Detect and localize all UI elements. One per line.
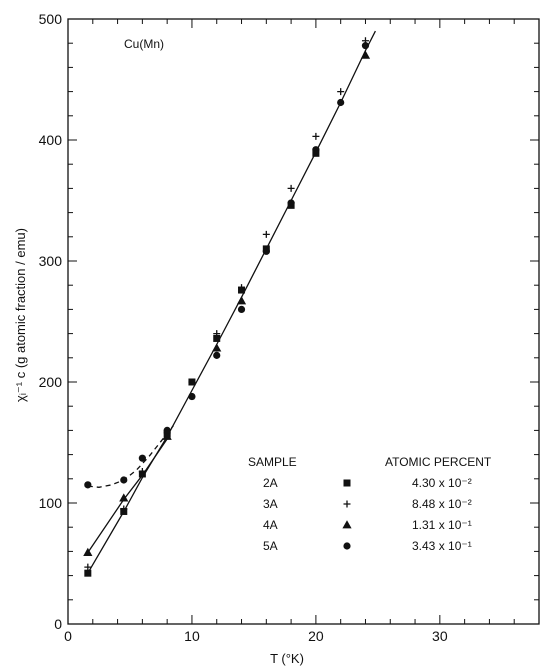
data-point-4a <box>360 50 371 59</box>
data-point-5a <box>237 305 246 313</box>
y-tick-label: 500 <box>39 11 63 27</box>
legend-percent-3a: 8.48 x 10⁻² <box>412 497 472 511</box>
legend-marker-3a <box>343 500 351 508</box>
y-tick-label: 400 <box>39 132 63 148</box>
legend-sample-5a: 5A <box>263 539 278 553</box>
x-tick-label: 30 <box>432 628 448 644</box>
legend: SAMPLE ATOMIC PERCENT 2A 4.30 x 10⁻² 3A 8.4… <box>248 455 492 553</box>
data-point-4a <box>119 493 129 502</box>
y-tick-label: 100 <box>39 495 63 511</box>
data-point-3a <box>287 184 295 192</box>
data-point-4a <box>236 296 247 305</box>
fit-curve-line <box>87 438 168 553</box>
legend-marker-5a <box>343 542 351 550</box>
data-point-4a <box>212 343 222 352</box>
dashed-fit-curve <box>87 425 174 488</box>
data-point-2a <box>213 334 221 342</box>
data-point-3a <box>213 330 221 338</box>
data-point-3a <box>238 284 246 292</box>
data-point-3a <box>337 88 345 96</box>
y-tick-label: 200 <box>39 374 63 390</box>
data-point-5a <box>312 146 320 154</box>
data-point-5a <box>163 426 171 434</box>
legend-sample-3a: 3A <box>263 497 278 511</box>
data-point-3a <box>138 468 146 476</box>
data-point-5a <box>188 392 196 401</box>
legend-sample-2a: 2A <box>263 476 278 490</box>
x-axis-label: T (°K) <box>270 651 304 666</box>
legend-percent-2a: 4.30 x 10⁻² <box>412 476 472 490</box>
data-point-3a <box>312 132 320 140</box>
fit-curves <box>87 30 376 574</box>
data-point-5a <box>84 481 92 489</box>
legend-percent-4a: 1.31 x 10⁻¹ <box>412 518 472 532</box>
y-tick-label: 300 <box>39 253 63 269</box>
fit-curve-line <box>87 30 376 574</box>
legend-header-sample: SAMPLE <box>248 455 297 469</box>
data-markers <box>83 37 371 577</box>
data-point-5a <box>361 42 370 50</box>
data-point-2a <box>84 569 92 577</box>
data-point-5a <box>213 351 221 359</box>
axis-ticks <box>67 18 540 625</box>
data-point-3a <box>188 378 196 386</box>
tick-labels: 0 100 200 300 400 500 0 10 20 30 <box>39 11 448 644</box>
data-point-5a <box>337 98 345 107</box>
x-tick-label: 0 <box>64 628 72 644</box>
data-point-5a <box>138 454 146 462</box>
legend-sample-4a: 4A <box>263 518 278 532</box>
data-point-3a <box>84 563 92 571</box>
data-point-5a <box>120 476 128 484</box>
data-point-3a <box>120 505 128 513</box>
legend-percent-5a: 3.43 x 10⁻¹ <box>412 539 472 553</box>
chart-annotation: Cu(Mn) <box>124 37 164 51</box>
data-point-5a <box>262 247 270 255</box>
data-point-5a <box>287 199 295 207</box>
y-axis-label: χᵢ⁻¹ c (g atomic fraction / emu) <box>13 228 28 402</box>
data-point-4a <box>83 547 93 557</box>
legend-marker-2a <box>343 479 351 487</box>
x-tick-label: 10 <box>184 628 200 644</box>
data-point-3a <box>262 230 270 238</box>
legend-header-percent: ATOMIC PERCENT <box>385 455 492 469</box>
data-point-2a <box>312 149 320 157</box>
y-tick-label: 0 <box>54 616 62 632</box>
data-point-4a <box>162 431 172 440</box>
legend-marker-4a <box>342 520 352 529</box>
plot-frame <box>67 18 540 625</box>
x-tick-label: 20 <box>308 628 324 644</box>
